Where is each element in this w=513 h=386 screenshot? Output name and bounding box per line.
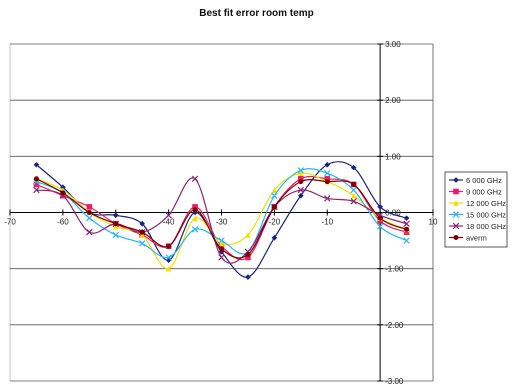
data-point-series-1 [324, 176, 331, 182]
data-point-series-2 [139, 232, 145, 238]
legend-label: 15 000 GHz [466, 211, 506, 220]
data-point-series-5 [192, 207, 198, 213]
legend-label: 12 000 GHz [466, 199, 506, 208]
x-tick-label: 10 [429, 218, 438, 227]
legend-label: averm [466, 234, 487, 243]
data-point-series-5 [113, 221, 119, 227]
legend-marker [452, 222, 460, 230]
data-point-series-4 [191, 175, 199, 183]
data-point-series-0 [377, 204, 383, 210]
data-point-series-2 [298, 170, 304, 176]
data-point-series-4 [297, 186, 305, 194]
x-tick-label: -30 [216, 218, 228, 227]
data-point-series-2 [165, 265, 172, 272]
legend-label: 9 000 GHz [466, 188, 502, 197]
y-tick-label: -1.00 [385, 265, 404, 274]
data-point-series-1 [245, 254, 251, 261]
data-point-series-4 [324, 195, 331, 202]
data-point-series-1 [403, 229, 410, 235]
data-point-series-3 [376, 223, 384, 230]
data-point-series-4 [403, 220, 410, 227]
legend-box [444, 171, 508, 248]
data-point-series-3 [86, 214, 93, 222]
data-point-series-1 [86, 204, 93, 210]
data-point-series-2 [271, 187, 278, 193]
data-point-series-3 [350, 186, 357, 194]
data-point-series-2 [245, 232, 251, 238]
data-point-series-0 [245, 274, 251, 280]
data-point-series-5 [166, 243, 172, 249]
y-tick-label: 3.00 [385, 40, 401, 49]
legend-marker [453, 235, 459, 240]
data-point-series-1 [298, 176, 304, 182]
data-point-series-2 [350, 192, 357, 199]
data-point-series-2 [192, 215, 198, 221]
data-point-series-3 [324, 169, 331, 177]
legend-label: 6 000 GHz [466, 176, 502, 185]
x-tick-label: -60 [57, 218, 69, 227]
data-point-series-4 [86, 228, 93, 236]
x-tick-label: -20 [269, 218, 281, 227]
data-point-series-5 [86, 210, 92, 215]
data-point-series-5 [60, 190, 66, 196]
x-tick-label: -40 [163, 218, 175, 227]
y-tick-label: 0.00 [385, 209, 401, 218]
data-point-series-5 [33, 176, 39, 182]
data-point-series-5 [324, 179, 330, 185]
data-point-series-1 [218, 243, 225, 249]
data-point-series-5 [298, 179, 304, 185]
data-point-series-4 [165, 212, 172, 219]
data-point-series-5 [219, 246, 224, 252]
data-point-series-3 [297, 167, 305, 174]
legend-marker [453, 200, 459, 206]
chart-title: Best fit error room temp [199, 8, 314, 19]
data-point-series-0 [33, 161, 40, 168]
data-point-series-1 [33, 181, 40, 188]
data-point-series-5 [404, 226, 410, 232]
data-point-series-2 [218, 240, 225, 247]
data-point-series-3 [191, 226, 199, 233]
data-point-series-2 [112, 223, 119, 230]
legend-marker [453, 188, 459, 195]
x-tick-label: -70 [4, 218, 16, 227]
data-point-series-0 [271, 234, 278, 241]
data-point-series-5 [139, 229, 145, 235]
data-point-series-4 [350, 198, 357, 205]
data-point-series-3 [112, 231, 119, 239]
data-point-series-5 [271, 204, 277, 210]
data-point-series-0 [298, 192, 304, 199]
data-point-series-5 [245, 252, 251, 258]
data-point-series-0 [403, 215, 410, 221]
legend-label: 18 000 GHz [466, 222, 506, 231]
data-point-series-0 [112, 212, 119, 219]
legend-marker [453, 177, 459, 183]
x-tick-label: -10 [321, 218, 333, 227]
data-point-series-3 [271, 192, 278, 199]
data-point-series-1 [192, 204, 198, 210]
data-point-series-5 [377, 215, 383, 221]
y-tick-label: 2.00 [385, 96, 401, 105]
data-point-series-3 [138, 240, 146, 247]
data-point-series-1 [377, 218, 383, 224]
y-tick-label: -2.00 [385, 321, 404, 330]
data-point-series-4 [218, 254, 225, 261]
data-point-series-3 [218, 237, 225, 244]
y-tick-label: 1.00 [385, 152, 401, 161]
data-point-series-3 [165, 254, 172, 261]
data-point-series-5 [351, 181, 357, 187]
legend-marker [452, 211, 460, 218]
data-point-series-0 [139, 220, 145, 227]
data-point-series-4 [33, 186, 40, 194]
data-point-series-0 [324, 161, 331, 168]
data-point-series-3 [403, 237, 410, 244]
data-point-series-0 [350, 164, 357, 171]
y-tick-label: -3.00 [385, 377, 404, 386]
